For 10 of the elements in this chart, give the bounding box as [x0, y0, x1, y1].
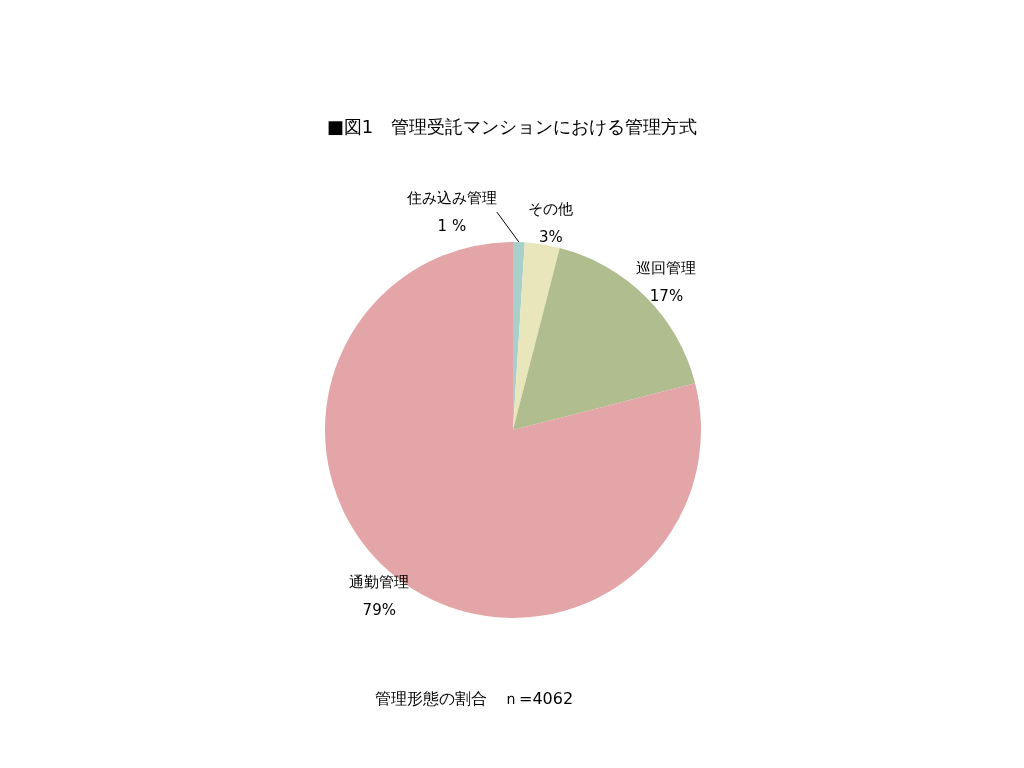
- slice-label: その他: [528, 199, 574, 218]
- slice-label: 住み込み管理: [405, 189, 497, 208]
- slice-label: 通勤管理: [349, 572, 410, 591]
- text: 管理形態の割合 ｎ=4062: [375, 688, 574, 708]
- chart-title: ■図1 管理受託マンションにおける管理方式: [326, 115, 698, 137]
- data-label: 3%: [538, 227, 563, 246]
- data-label: 79%: [362, 600, 396, 619]
- slice-label: 巡回管理: [636, 258, 697, 277]
- data-label: 17%: [649, 286, 684, 305]
- data-label: 1 %: [437, 217, 467, 236]
